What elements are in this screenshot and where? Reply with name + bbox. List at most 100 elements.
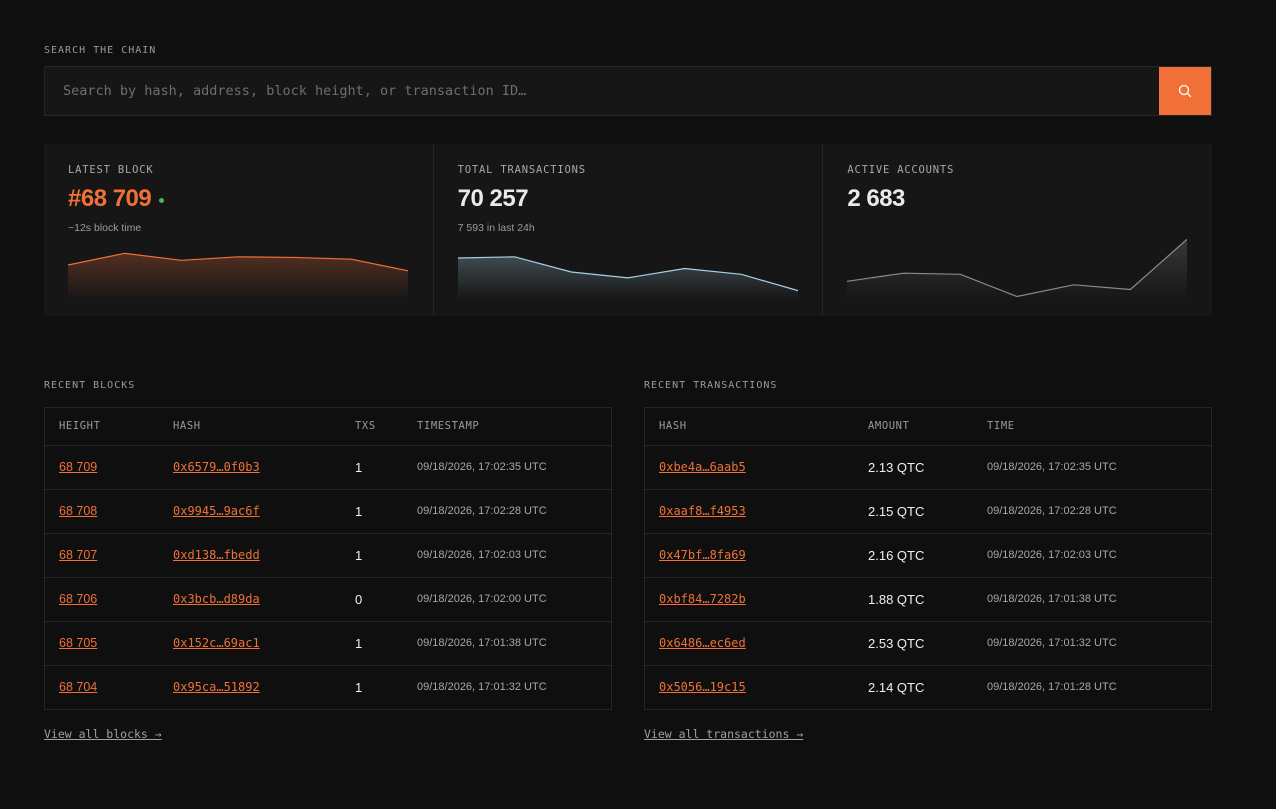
sparkline-line <box>847 239 1187 296</box>
stats-panel: LATEST BLOCK #68 709 ~12s block time TOT… <box>44 144 1212 316</box>
block-timestamp-cell: 09/18/2026, 17:02:00 UTC <box>403 577 611 622</box>
column-header: TIME <box>973 408 1211 446</box>
block-height-link[interactable]: 68 709 <box>59 460 98 474</box>
sparkline-area <box>847 239 1188 300</box>
column-header: TIMESTAMP <box>403 408 611 446</box>
search-label: SEARCH THE CHAIN <box>44 45 157 56</box>
sparkline-total-transactions <box>457 230 798 300</box>
table-header: HEIGHT HASH TXS TIMESTAMP <box>45 408 611 446</box>
table-row: 0x5056…19c15 2.14 QTC 09/18/2026, 17:01:28… <box>645 665 1211 709</box>
tx-hash-link[interactable]: 0xbf84…7282b <box>659 592 746 606</box>
block-timestamp-cell: 09/18/2026, 17:01:38 UTC <box>403 621 611 666</box>
block-hash-link[interactable]: 0x6579…0f0b3 <box>173 460 260 474</box>
recent-transactions-table: HASH AMOUNT TIME 0xbe4a…6aab5 2.13 QTC 09/… <box>644 407 1212 710</box>
stat-value-wrap: 2 683 <box>847 184 1188 214</box>
table-row: 68 705 0x152c…69ac1 1 09/18/2026, 17:01:38 … <box>45 621 611 666</box>
block-timestamp-cell: 09/18/2026, 17:01:32 UTC <box>417 681 547 694</box>
view-all-blocks-link[interactable]: View all blocks → <box>44 727 162 741</box>
tx-time-cell: 09/18/2026, 17:01:28 UTC <box>987 681 1117 694</box>
block-height-cell: 68 704 <box>45 665 159 709</box>
block-height-cell: 68 709 <box>45 445 159 490</box>
block-hash-link[interactable]: 0x152c…69ac1 <box>173 636 260 650</box>
column-header: TXS <box>341 408 403 446</box>
stat-value-wrap: 70 257 <box>458 184 799 214</box>
tx-hash-link[interactable]: 0x6486…ec6ed <box>659 636 746 650</box>
tx-hash-cell: 0xaaf8…f4953 <box>645 489 854 534</box>
block-txs-cell: 0 <box>341 577 403 622</box>
block-hash-cell: 0x152c…69ac1 <box>159 621 341 666</box>
table-row: 0xbe4a…6aab5 2.13 QTC 09/18/2026, 17:02:35… <box>645 445 1211 490</box>
block-timestamp-cell: 09/18/2026, 17:02:03 UTC <box>403 533 611 578</box>
sparkline-active-accounts <box>847 230 1188 300</box>
tx-time-cell: 09/18/2026, 17:01:32 UTC <box>973 621 1211 666</box>
block-timestamp-cell: 09/18/2026, 17:02:35 UTC <box>403 445 611 490</box>
search-button[interactable] <box>1159 67 1211 115</box>
stat-active-accounts: ACTIVE ACCOUNTS 2 683 <box>823 144 1212 316</box>
tx-hash-link[interactable]: 0x47bf…8fa69 <box>659 548 746 562</box>
block-height-link[interactable]: 68 705 <box>59 636 98 650</box>
stat-value: #68 709 <box>68 185 152 212</box>
block-txs-cell: 1 <box>355 679 363 695</box>
tx-hash-link[interactable]: 0xbe4a…6aab5 <box>659 460 746 474</box>
table-row: 68 708 0x9945…9ac6f 1 09/18/2026, 17:02:28 … <box>45 489 611 534</box>
block-hash-link[interactable]: 0x95ca…51892 <box>173 680 260 695</box>
recent-transactions-title: RECENT TRANSACTIONS <box>644 380 778 391</box>
stat-value: 2 683 <box>847 185 905 212</box>
tx-time-cell: 09/18/2026, 17:01:38 UTC <box>973 577 1211 622</box>
recent-blocks-title: RECENT BLOCKS <box>44 380 136 391</box>
block-hash-link[interactable]: 0xd138…fbedd <box>173 548 260 562</box>
sparkline-area <box>68 253 408 300</box>
search-input[interactable] <box>45 67 1159 115</box>
search-icon <box>1178 84 1192 98</box>
tx-amount-cell: 2.15 QTC <box>854 489 973 534</box>
table-row: 68 706 0x3bcb…d89da 0 09/18/2026, 17:02:00 … <box>45 577 611 622</box>
tx-hash-cell: 0x47bf…8fa69 <box>645 533 854 578</box>
tx-time-cell: 09/18/2026, 17:02:35 UTC <box>973 445 1211 490</box>
tx-hash-link[interactable]: 0x5056…19c15 <box>659 680 746 695</box>
block-hash-link[interactable]: 0x9945…9ac6f <box>173 504 260 518</box>
tx-amount-cell: 2.16 QTC <box>854 533 973 578</box>
block-height-link[interactable]: 68 707 <box>59 548 98 562</box>
stat-value: 70 257 <box>457 185 529 212</box>
block-height-cell: 68 707 <box>45 533 159 578</box>
stat-label: ACTIVE ACCOUNTS <box>847 164 955 176</box>
table-header: HASH AMOUNT TIME <box>645 408 1211 446</box>
block-height-link[interactable]: 68 704 <box>59 680 98 695</box>
tx-time-cell: 09/18/2026, 17:02:28 UTC <box>973 489 1211 534</box>
tx-hash-link[interactable]: 0xaaf8…f4953 <box>659 504 746 518</box>
block-height-link[interactable]: 68 708 <box>59 504 98 518</box>
view-all-transactions-link[interactable]: View all transactions → <box>644 727 804 741</box>
block-hash-link[interactable]: 0x3bcb…d89da <box>173 592 260 606</box>
sparkline-latest-block <box>68 230 408 300</box>
tx-amount-cell: 1.88 QTC <box>854 577 973 622</box>
block-hash-cell: 0x95ca…51892 <box>159 665 341 709</box>
block-hash-cell: 0x3bcb…d89da <box>159 577 341 622</box>
table-row: 68 704 0x95ca…51892 1 09/18/2026, 17:01:32 … <box>45 665 611 709</box>
live-indicator-icon <box>159 197 165 203</box>
block-hash-cell: 0x6579…0f0b3 <box>159 445 341 490</box>
stat-subtext: ~12s block time <box>68 222 142 234</box>
column-header: HASH <box>645 408 854 446</box>
stat-total-transactions: TOTAL TRANSACTIONS 70 257 7 593 in last … <box>434 144 824 316</box>
table-row: 0x6486…ec6ed 2.53 QTC 09/18/2026, 17:01:32… <box>645 621 1211 666</box>
table-row: 68 707 0xd138…fbedd 1 09/18/2026, 17:02:03 … <box>45 533 611 578</box>
tx-amount-cell: 2.13 QTC <box>854 445 973 490</box>
table-row: 0xaaf8…f4953 2.15 QTC 09/18/2026, 17:02:28… <box>645 489 1211 534</box>
recent-blocks-table: HEIGHT HASH TXS TIMESTAMP 68 709 0x6579…0… <box>44 407 612 710</box>
tx-amount-cell: 2.53 QTC <box>854 621 973 666</box>
tx-hash-cell: 0xbe4a…6aab5 <box>645 445 854 490</box>
block-timestamp-cell: 09/18/2026, 17:02:28 UTC <box>403 489 611 534</box>
block-height-link[interactable]: 68 706 <box>59 592 98 606</box>
block-height-cell: 68 705 <box>45 621 159 666</box>
block-height-cell: 68 706 <box>45 577 159 622</box>
sparkline-line <box>458 257 798 291</box>
column-header: AMOUNT <box>854 408 973 446</box>
block-hash-cell: 0x9945…9ac6f <box>159 489 341 534</box>
stat-value-wrap: #68 709 <box>68 184 409 214</box>
column-header: HEIGHT <box>45 408 159 446</box>
tx-hash-cell: 0x5056…19c15 <box>645 665 854 709</box>
table-row: 0x47bf…8fa69 2.16 QTC 09/18/2026, 17:02:03… <box>645 533 1211 578</box>
search-bar <box>44 66 1212 116</box>
stat-subtext: 7 593 in last 24h <box>457 222 535 234</box>
block-txs-cell: 1 <box>341 489 403 534</box>
